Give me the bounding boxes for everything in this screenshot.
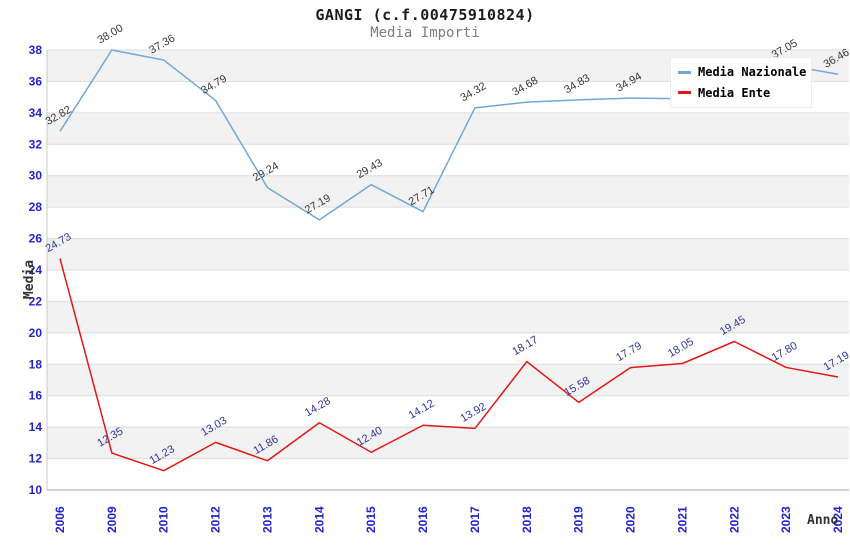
plot-band: [47, 270, 849, 302]
plot-band: [47, 458, 849, 490]
x-tick-label: 2022: [727, 506, 741, 533]
y-tick-label: 32: [29, 137, 43, 151]
plot-band: [47, 207, 849, 239]
plot-band: [47, 238, 849, 270]
y-tick-label: 24: [29, 263, 43, 277]
y-axis-title: Media: [22, 259, 38, 300]
y-tick-label: 38: [29, 43, 43, 57]
plot-band: [47, 332, 849, 365]
x-tick-label: 2018: [520, 506, 534, 533]
legend: Media Nazionale Media Ente: [670, 57, 812, 108]
legend-entry-media-nazionale: Media Nazionale: [671, 65, 811, 79]
y-tick-label: 12: [29, 452, 43, 466]
data-label: 38.00: [95, 22, 125, 46]
plot-band: [47, 144, 849, 176]
y-tick-label: 26: [29, 232, 43, 246]
x-tick-label: 2009: [105, 506, 119, 533]
legend-entry-media-ente: Media Ente: [671, 86, 811, 100]
legend-line-marker-red: [678, 91, 691, 95]
y-tick-label: 34: [29, 106, 43, 120]
x-tick-label: 2020: [624, 506, 638, 533]
y-tick-label: 10: [29, 483, 43, 497]
x-tick-label: 2015: [364, 506, 378, 533]
legend-label: Media Ente: [698, 85, 771, 100]
plot-band: [47, 301, 849, 333]
x-tick-label: 2023: [779, 506, 793, 533]
chart-subtitle: Media Importi: [370, 25, 480, 41]
x-tick-label: 2012: [209, 506, 223, 533]
plot-band: [47, 175, 849, 208]
y-tick-label: 30: [29, 169, 43, 183]
y-tick-label: 18: [29, 357, 43, 371]
y-tick-label: 20: [29, 326, 43, 340]
legend-line-marker-blue: [678, 70, 691, 74]
plot-band: [47, 364, 849, 396]
chart-title: GANGI (c.f.00475910824): [315, 6, 535, 24]
x-tick-label: 2019: [572, 506, 586, 533]
x-axis-title: Anno: [807, 513, 839, 528]
x-tick-label: 2013: [260, 506, 274, 533]
y-tick-label: 22: [29, 294, 43, 308]
x-tick-label: 2021: [675, 506, 689, 533]
series-line-media-ente: [59, 258, 839, 472]
plot-band: [47, 427, 849, 459]
x-tick-label: 2024: [831, 506, 845, 533]
y-tick-label: 16: [29, 389, 43, 403]
y-tick-label: 28: [29, 200, 43, 214]
y-tick-label: 36: [29, 74, 43, 88]
legend-label: Media Nazionale: [698, 65, 807, 80]
plot-band: [47, 112, 849, 145]
x-tick-label: 2014: [312, 506, 326, 533]
x-tick-label: 2016: [416, 506, 430, 533]
x-tick-label: 2010: [157, 506, 171, 533]
plot-band: [47, 395, 849, 428]
y-tick-label: 14: [29, 420, 43, 434]
x-tick-label: 2017: [468, 506, 482, 533]
x-tick-label: 2006: [53, 506, 67, 533]
